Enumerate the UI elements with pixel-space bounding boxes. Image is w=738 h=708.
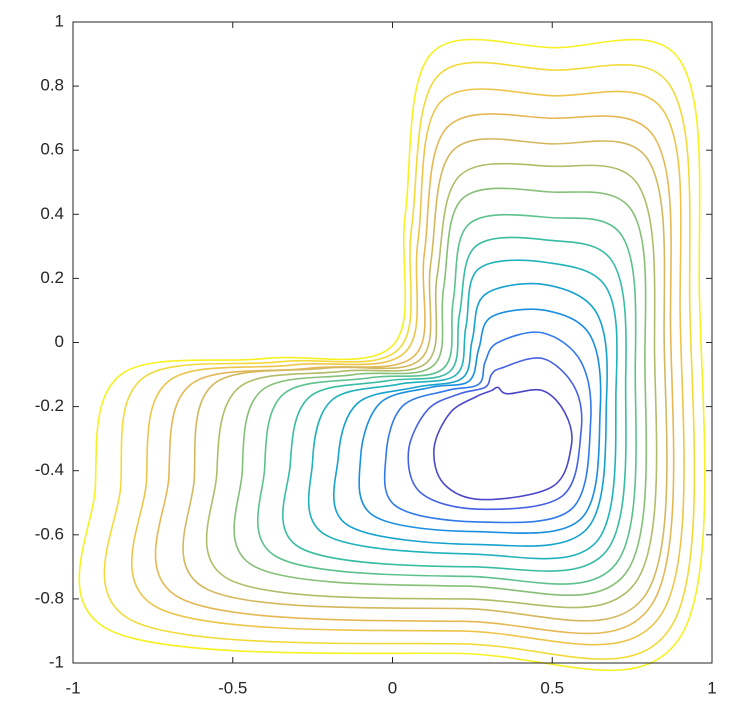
contour-line — [131, 88, 685, 646]
y-tick-label: 0.6 — [40, 140, 64, 159]
contour-line — [256, 213, 637, 585]
contour-line — [182, 138, 668, 622]
x-tick-label: -0.5 — [218, 678, 247, 697]
x-tick-label: 1 — [707, 678, 716, 697]
contour-line — [103, 61, 696, 660]
y-tick-label: 0.8 — [40, 76, 64, 95]
y-tick-label: 0.4 — [40, 204, 64, 223]
y-tick-label: 0.2 — [40, 268, 64, 287]
y-tick-label: 1 — [55, 11, 64, 30]
x-tick-label: -1 — [65, 678, 80, 697]
contour-line — [358, 308, 602, 534]
y-tick-label: -0.4 — [35, 460, 64, 479]
y-tick-label: 0 — [55, 332, 64, 351]
contour-line — [78, 38, 706, 672]
contour-line — [233, 187, 648, 597]
contour-line — [332, 282, 608, 547]
y-tick-label: -0.2 — [35, 396, 64, 415]
x-tick-label: 0.5 — [540, 678, 564, 697]
y-tick-label: -0.8 — [35, 588, 64, 607]
y-tick-label: -0.6 — [35, 524, 64, 543]
x-tick-label: 0 — [388, 678, 397, 697]
contour-line — [407, 357, 583, 511]
contour-line — [282, 236, 627, 572]
contour-line — [205, 162, 658, 609]
contour-line — [433, 386, 573, 501]
contour-line — [154, 113, 675, 635]
contour-line — [383, 331, 592, 524]
y-tick-label: -1 — [49, 652, 64, 671]
contour-line — [307, 259, 618, 560]
